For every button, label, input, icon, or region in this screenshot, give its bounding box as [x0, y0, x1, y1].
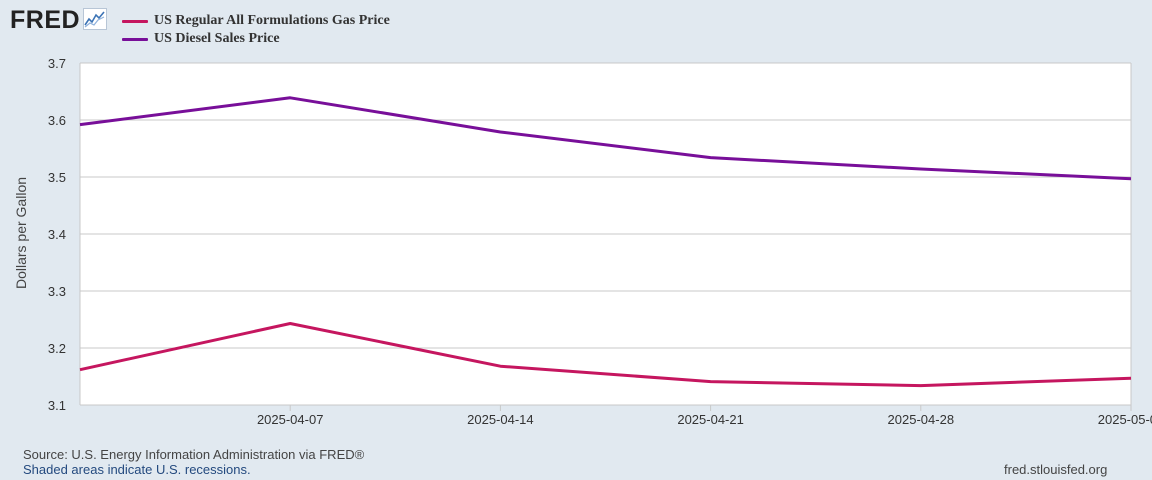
series-lines	[79, 96, 1132, 388]
fred-logo[interactable]: FRED	[10, 6, 108, 35]
y-tick-label: 3.1	[48, 398, 66, 413]
x-axis-ticks: 2025-04-07 2025-04-14 2025-04-21 2025-04-28…	[257, 405, 1152, 427]
x-tick-label: 2025-04-28	[888, 412, 955, 427]
y-tick-label: 3.7	[48, 56, 66, 71]
gridlines	[79, 62, 1132, 406]
y-tick-label: 3.2	[48, 341, 66, 356]
x-tick-label: 2025-04-07	[257, 412, 324, 427]
legend-item-gas[interactable]: US Regular All Formulations Gas Price	[122, 12, 390, 30]
legend-swatch-gas	[122, 19, 148, 23]
legend-item-diesel[interactable]: US Diesel Sales Price	[122, 30, 390, 48]
y-axis-ticks: 3.1 3.2 3.3 3.4 3.5 3.6 3.7	[48, 56, 66, 413]
x-tick-label: 2025-05-05	[1098, 412, 1152, 427]
series-line-diesel	[79, 96, 1132, 181]
fred-url-link[interactable]: fred.stlouisfed.org	[1004, 462, 1108, 477]
legend-swatch-diesel	[122, 37, 148, 41]
trend-line-icon	[83, 8, 108, 35]
legend-label-gas: US Regular All Formulations Gas Price	[154, 13, 390, 28]
fred-logo-text: FRED	[10, 6, 81, 34]
y-tick-label: 3.6	[48, 113, 66, 128]
x-tick-label: 2025-04-14	[467, 412, 534, 427]
series-line-gas	[79, 322, 1132, 388]
y-tick-label: 3.4	[48, 227, 66, 242]
source-note: Source: U.S. Energy Information Administ…	[23, 447, 365, 462]
recession-note-link[interactable]: Shaded areas indicate U.S. recessions.	[23, 462, 251, 477]
y-tick-label: 3.5	[48, 170, 66, 185]
x-tick-label: 2025-04-21	[677, 412, 744, 427]
legend-label-diesel: US Diesel Sales Price	[154, 31, 280, 46]
y-tick-label: 3.3	[48, 284, 66, 299]
chart-legend: US Regular All Formulations Gas Price US…	[122, 12, 390, 48]
